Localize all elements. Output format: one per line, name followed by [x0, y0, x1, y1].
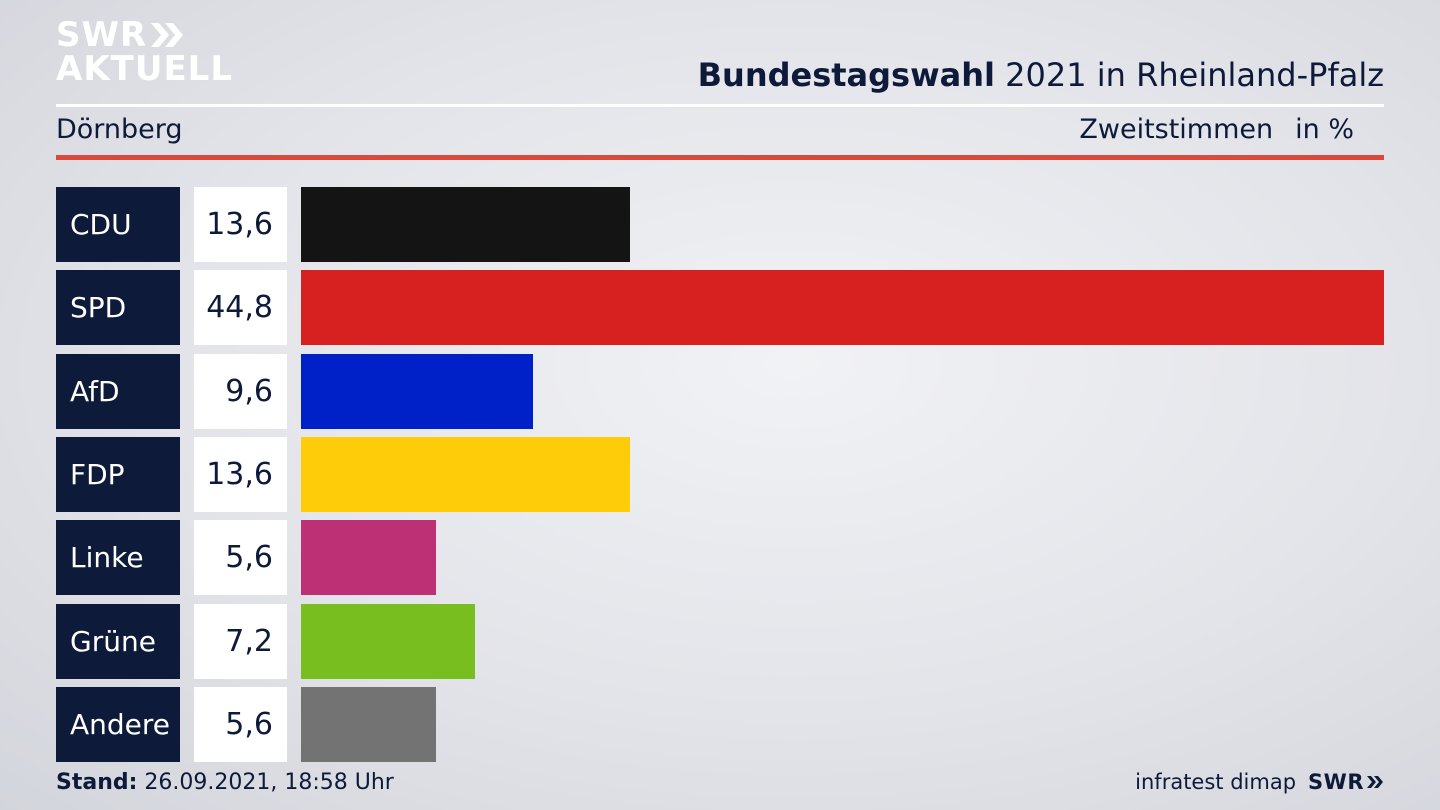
value-label: 13,6 — [194, 187, 287, 262]
value-label: 13,6 — [194, 437, 287, 512]
value-label: 9,6 — [194, 354, 287, 429]
swr-aktuell-logo: SWR AKTUELL — [56, 15, 234, 90]
bar — [301, 270, 1384, 345]
swr-footer-logo: SWR — [1308, 770, 1364, 794]
party-label: Linke — [56, 520, 180, 595]
party-label: AfD — [56, 354, 180, 429]
page-title: Bundestagswahl 2021 in Rheinland-Pfalz — [698, 56, 1384, 94]
value-label: 44,8 — [194, 270, 287, 345]
party-label: Grüne — [56, 604, 180, 679]
unit-label: in % — [1295, 114, 1354, 145]
bar-row: CDU 13,6 — [56, 187, 1384, 262]
logo-line-2: AKTUELL — [56, 49, 234, 89]
vote-type: Zweitstimmen — [1079, 114, 1274, 145]
timestamp: Stand: 26.09.2021, 18:58 Uhr — [56, 770, 394, 795]
bar — [301, 437, 630, 512]
accent-divider — [56, 155, 1384, 160]
title-rest: 2021 in Rheinland-Pfalz — [995, 56, 1384, 94]
value-label: 5,6 — [194, 687, 287, 762]
bar — [301, 187, 630, 262]
bar-row: FDP 13,6 — [56, 437, 1384, 512]
value-label: 7,2 — [194, 604, 287, 679]
bar — [301, 520, 436, 595]
value-label: 5,6 — [194, 520, 287, 595]
bar-row: Linke 5,6 — [56, 520, 1384, 595]
source-label: infratest dimap — [1135, 770, 1297, 794]
source-credit: infratest dimap SWR — [1135, 770, 1384, 794]
bar-row: Andere 5,6 — [56, 687, 1384, 762]
bar — [301, 687, 436, 762]
bar — [301, 604, 475, 679]
bar-row: Grüne 7,2 — [56, 604, 1384, 679]
bar — [301, 354, 533, 429]
bar-row: SPD 44,8 — [56, 270, 1384, 345]
party-label: Andere — [56, 687, 180, 762]
party-label: FDP — [56, 437, 180, 512]
double-chevron-icon — [151, 23, 184, 47]
stand-value: 26.09.2021, 18:58 Uhr — [137, 770, 394, 795]
title-bold: Bundestagswahl — [697, 56, 995, 94]
vote-type-label: Zweitstimmen in % — [1079, 114, 1354, 145]
party-label: CDU — [56, 187, 180, 262]
double-chevron-icon — [1367, 776, 1383, 788]
logo-line-1: SWR — [56, 15, 148, 55]
bar-row: AfD 9,6 — [56, 354, 1384, 429]
stand-label: Stand: — [56, 770, 138, 795]
party-label: SPD — [56, 270, 180, 345]
location-label: Dörnberg — [56, 114, 183, 145]
header-divider — [56, 104, 1384, 107]
